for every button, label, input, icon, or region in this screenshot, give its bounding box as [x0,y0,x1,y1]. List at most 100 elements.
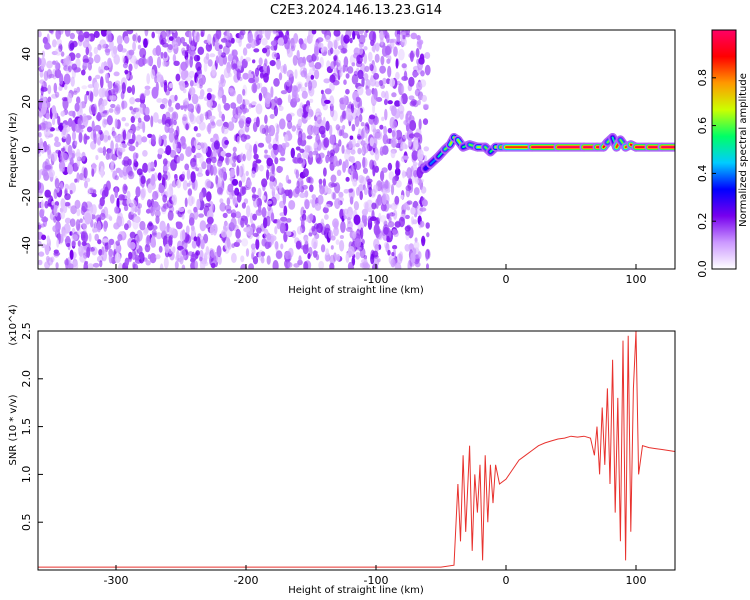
noise-speck [295,186,300,195]
noise-speck [240,263,247,269]
noise-speck [74,199,81,209]
noise-speck [330,182,338,188]
noise-speck [182,116,187,121]
noise-speck [54,136,59,143]
noise-speck [276,58,281,70]
noise-speck [44,244,50,256]
noise-speck [189,56,194,68]
noise-speck [74,140,78,146]
noise-speck [309,98,314,103]
noise-speck [419,220,425,228]
noise-speck [261,38,268,46]
noise-speck [248,77,256,84]
noise-speck [269,181,274,190]
noise-speck [405,33,411,38]
colorbar-tick-label: 0.0 [696,260,709,278]
noise-speck [266,65,270,76]
noise-speck [84,260,89,265]
noise-speck [255,238,260,250]
noise-speck [107,80,113,90]
noise-speck [385,137,390,145]
noise-speck [92,262,100,268]
noise-speck [310,74,315,80]
noise-speck [64,201,71,207]
noise-speck [357,147,362,155]
noise-speck [409,120,417,131]
noise-speck [64,193,71,201]
noise-speck [355,251,361,260]
noise-speck [263,72,269,83]
noise-speck [229,156,233,166]
noise-speck [82,113,87,122]
noise-speck [389,78,396,87]
noise-speck [181,213,185,220]
noise-speck [251,186,257,194]
noise-speck [98,249,103,256]
noise-speck [410,99,417,106]
noise-speck [424,64,431,76]
noise-speck [227,183,234,193]
noise-speck [69,231,73,236]
noise-speck [164,123,170,134]
noise-speck [286,79,292,87]
noise-speck [328,181,335,188]
noise-speck [158,134,162,146]
noise-speck [351,74,359,85]
noise-speck [72,131,76,141]
noise-speck [182,180,188,191]
noise-speck [185,75,193,82]
noise-speck [128,138,135,144]
noise-speck [293,33,299,44]
noise-speck [38,182,45,194]
noise-speck [203,61,208,72]
noise-speck [124,257,129,267]
noise-speck [215,30,222,40]
noise-speck [330,106,335,118]
noise-speck [423,146,430,152]
noise-speck [117,43,124,53]
noise-speck [128,63,133,72]
noise-speck [128,145,136,152]
noise-speck [333,30,341,37]
noise-speck [144,88,151,96]
noise-speck [114,252,121,264]
noise-speck [422,103,429,108]
noise-speck [129,199,137,208]
noise-speck [39,70,44,78]
noise-speck [318,260,325,269]
snr-series-line [38,331,675,568]
noise-speck [316,114,322,125]
noise-speck [412,72,419,77]
noise-speck [127,170,135,180]
noise-speck [83,133,88,145]
noise-speck [279,222,286,234]
noise-speck [145,208,151,214]
noise-speck [274,240,279,250]
noise-speck [90,131,97,140]
noise-speck [229,89,236,97]
noise-speck [261,238,267,247]
noise-speck [338,139,342,147]
noise-speck [196,172,204,177]
noise-speck [365,88,372,96]
noise-speck [253,48,260,53]
noise-speck [303,209,306,214]
noise-speck [76,96,81,104]
noise-speck [264,149,268,154]
noise-speck [401,76,409,81]
noise-speck [147,183,153,194]
noise-speck [280,216,288,222]
noise-speck [298,255,302,263]
noise-speck [105,48,110,56]
y-tick-label: 20 [20,95,33,109]
noise-speck [324,204,331,209]
noise-speck [187,209,192,214]
noise-speck [290,43,297,49]
noise-speck [327,150,331,157]
noise-speck [269,175,276,183]
noise-speck [171,41,179,49]
noise-speck [190,225,195,231]
noise-speck [401,63,407,69]
noise-speck [339,240,345,252]
noise-speck [300,218,305,229]
